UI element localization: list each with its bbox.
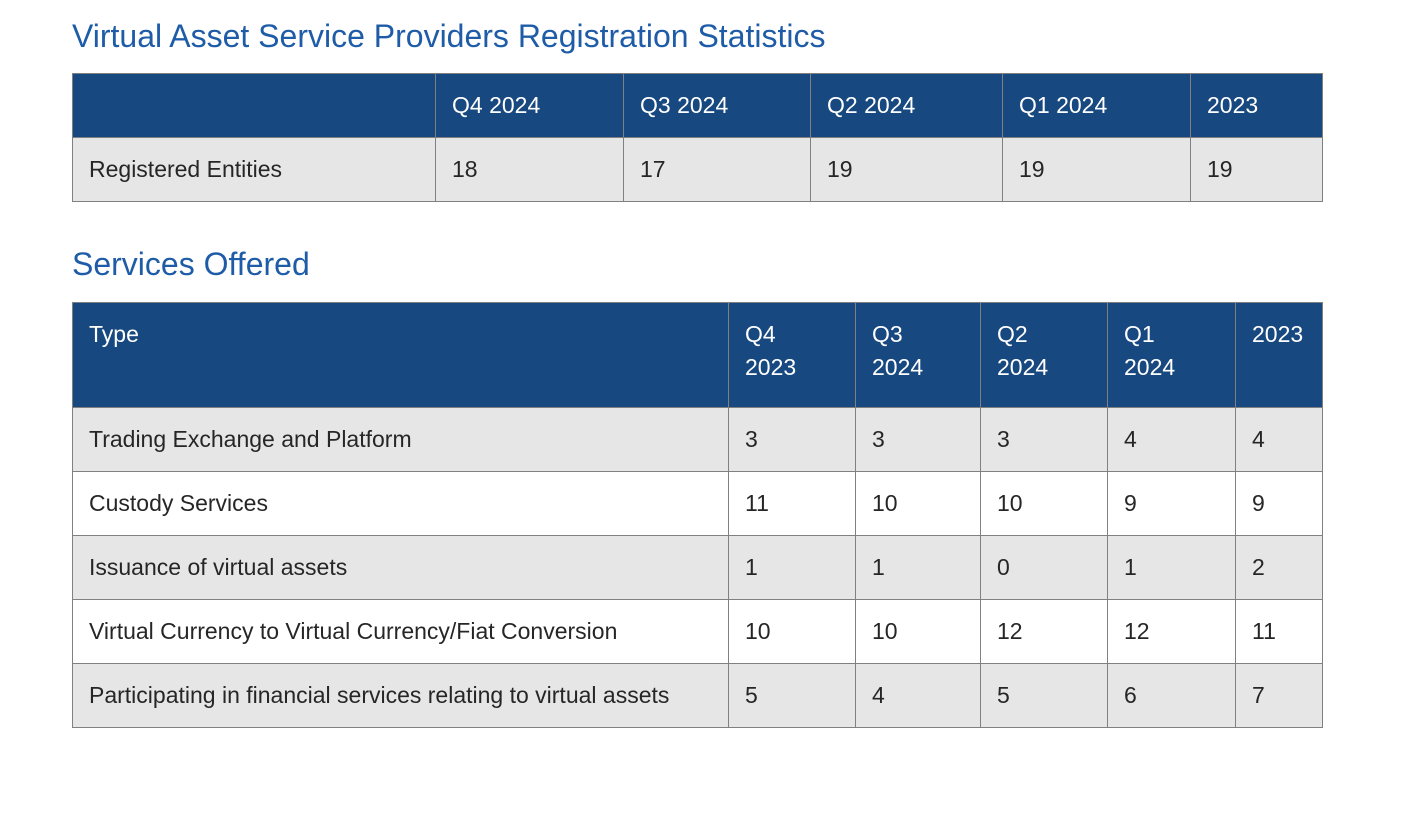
table-row-registered-entities: Registered Entities 18 17 19 19 19 — [72, 137, 1323, 202]
table-cell: 4 — [1107, 407, 1236, 472]
column-header-q1-2024-text: Q1 2024 — [1124, 321, 1176, 380]
table-row-issuance-virtual-assets: Issuance of virtual assets 1 1 0 1 2 — [72, 535, 1323, 600]
registration-stats-table: Q4 2024 Q3 2024 Q2 2024 Q1 2024 2023 Reg… — [72, 73, 1323, 202]
column-header-2023: 2023 — [1190, 73, 1323, 138]
table-cell: 4 — [855, 663, 981, 728]
table-cell: 2 — [1235, 535, 1323, 600]
table-cell: 11 — [1235, 599, 1323, 664]
table-cell: 4 — [1235, 407, 1323, 472]
table-cell: 12 — [1107, 599, 1236, 664]
column-header-q4-2024: Q4 2024 — [435, 73, 624, 138]
header-row: Q4 2024 Q3 2024 Q2 2024 Q1 2024 2023 — [72, 73, 1323, 138]
column-header-q3-2024: Q3 2024 — [623, 73, 811, 138]
table-cell: 11 — [728, 471, 856, 536]
table-cell: 10 — [980, 471, 1108, 536]
table-cell: 1 — [1107, 535, 1236, 600]
table-cell: 9 — [1235, 471, 1323, 536]
table-cell: 10 — [855, 471, 981, 536]
table-cell: 18 — [435, 137, 624, 202]
table-cell: 7 — [1235, 663, 1323, 728]
row-label: Trading Exchange and Platform — [72, 407, 729, 472]
table-cell: 19 — [1190, 137, 1323, 202]
page-title: Virtual Asset Service Providers Registra… — [72, 18, 826, 54]
column-header-q3-2024-text: Q3 2024 — [872, 321, 924, 380]
row-label: Issuance of virtual assets — [72, 535, 729, 600]
table-cell: 1 — [728, 535, 856, 600]
table-cell: 3 — [855, 407, 981, 472]
column-header-q4-2023: Q4 2023 — [728, 302, 856, 408]
services-offered-header: Type Q4 2023 Q3 2024 Q2 2024 Q1 2024 202… — [72, 302, 1323, 408]
table-row-currency-fiat-conversion: Virtual Currency to Virtual Currency/Fia… — [72, 599, 1323, 664]
row-label: Virtual Currency to Virtual Currency/Fia… — [72, 599, 729, 664]
column-header-empty — [72, 73, 436, 138]
table-cell: 17 — [623, 137, 811, 202]
table-row-participating-financial-services: Participating in financial services rela… — [72, 663, 1323, 728]
document-page: Virtual Asset Service Providers Registra… — [72, 18, 1323, 728]
column-header-q2-2024: Q2 2024 — [980, 302, 1108, 408]
services-offered-table: Type Q4 2023 Q3 2024 Q2 2024 Q1 2024 202… — [72, 302, 1323, 728]
table-cell: 12 — [980, 599, 1108, 664]
table-cell: 9 — [1107, 471, 1236, 536]
table-cell: 6 — [1107, 663, 1236, 728]
table-row-trading-exchange: Trading Exchange and Platform 3 3 3 4 4 — [72, 407, 1323, 472]
table-cell: 3 — [980, 407, 1108, 472]
table-cell: 19 — [1002, 137, 1191, 202]
registration-stats-header: Q4 2024 Q3 2024 Q2 2024 Q1 2024 2023 — [72, 73, 1323, 138]
table-cell: 0 — [980, 535, 1108, 600]
row-label: Registered Entities — [72, 137, 436, 202]
table-cell: 1 — [855, 535, 981, 600]
column-header-q2-2024-text: Q2 2024 — [997, 321, 1049, 380]
row-label: Participating in financial services rela… — [72, 663, 729, 728]
section-title-services-offered: Services Offered — [72, 246, 310, 282]
table-cell: 5 — [728, 663, 856, 728]
table-cell: 19 — [810, 137, 1003, 202]
column-header-2023: 2023 — [1235, 302, 1323, 408]
column-header-q1-2024: Q1 2024 — [1002, 73, 1191, 138]
column-header-type: Type — [72, 302, 729, 408]
column-header-q3-2024: Q3 2024 — [855, 302, 981, 408]
table-cell: 5 — [980, 663, 1108, 728]
table-cell: 3 — [728, 407, 856, 472]
table-cell: 10 — [855, 599, 981, 664]
column-header-q4-2023-text: Q4 2023 — [745, 321, 797, 380]
table-row-custody-services: Custody Services 11 10 10 9 9 — [72, 471, 1323, 536]
column-header-q2-2024: Q2 2024 — [810, 73, 1003, 138]
header-row: Type Q4 2023 Q3 2024 Q2 2024 Q1 2024 202… — [72, 302, 1323, 408]
column-header-q1-2024: Q1 2024 — [1107, 302, 1236, 408]
table-cell: 10 — [728, 599, 856, 664]
row-label: Custody Services — [72, 471, 729, 536]
